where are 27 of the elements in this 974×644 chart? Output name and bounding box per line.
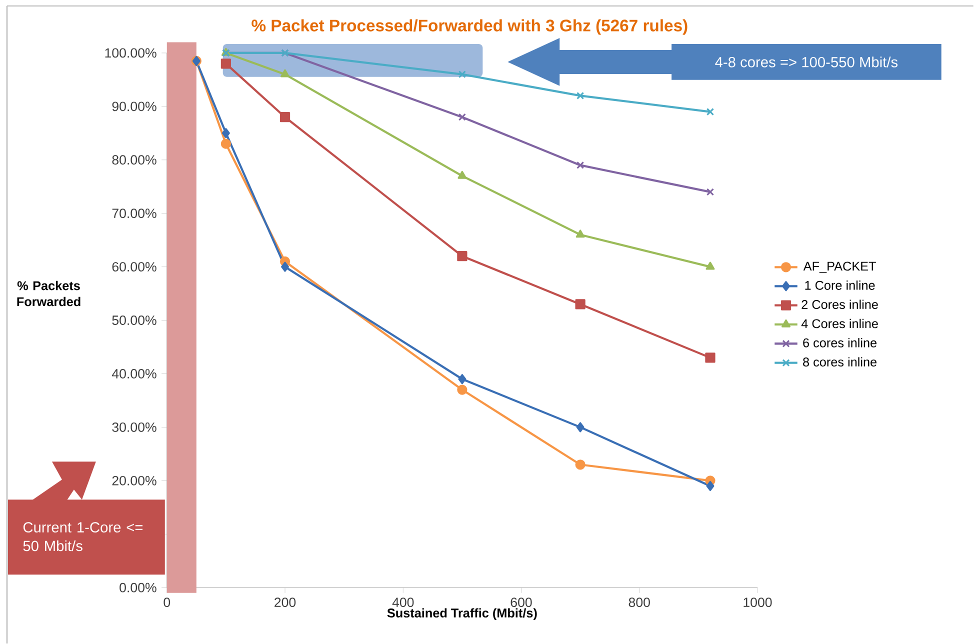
x-tick-label: 400 (392, 598, 414, 607)
legend-label: 4 Cores inline (801, 318, 878, 328)
y-tick-label: 20.00% (112, 476, 156, 486)
chart-title: % Packet Processed/Forwarded with 3 Ghz (5267 rules) (252, 19, 688, 35)
annotation: 4-8 cores => 100-550 Mbit/s (715, 56, 898, 68)
y-tick-label: 100.00% (105, 48, 156, 58)
y-tick-label: 80.00% (112, 155, 156, 164)
y-tick-label: 40.00% (112, 368, 156, 378)
y-tick-label: 60.00% (112, 262, 156, 272)
y-tick-label: 30.00% (112, 422, 156, 432)
x-tick-label: 200 (274, 598, 296, 607)
legend-label: 1 Core inline (805, 280, 875, 290)
y-tick-label: 50.00% (112, 315, 156, 325)
legend-label: AF_PACKET (803, 262, 876, 273)
legend-label: 8 cores inline (803, 357, 877, 366)
x-tick-label: 800 (628, 598, 650, 607)
text: Current 1-Core <= 50 Mbit/s (23, 522, 143, 552)
x-tick-label: 600 (510, 598, 532, 607)
y-tick-label: 70.00% (112, 208, 156, 218)
y-tick-label: 90.00% (112, 102, 156, 112)
x-tick-label: 0 (164, 598, 170, 607)
legend-label: 2 Cores inline (802, 300, 878, 309)
x-axis-title: Sustained Traffic (Mbit/s) (387, 608, 537, 620)
x-tick-label: 1000 (744, 598, 772, 607)
y-axis-title: % Packets Forwarded (17, 280, 80, 306)
y-tick-label: 0.00% (120, 582, 156, 592)
legend-label: 6 cores inline (803, 338, 877, 348)
